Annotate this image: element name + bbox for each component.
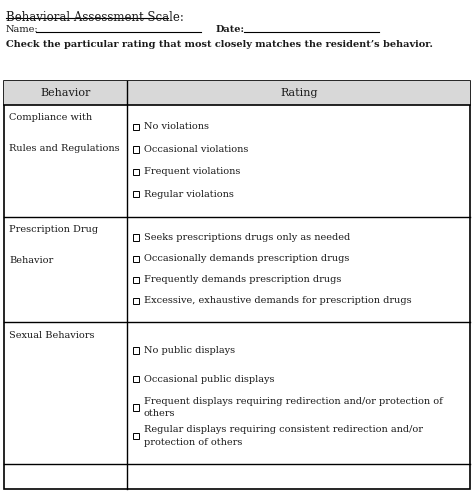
Bar: [133, 433, 139, 439]
Bar: [133, 235, 139, 241]
Text: Rating: Rating: [280, 88, 318, 98]
Text: Occasionally demands prescription drugs: Occasionally demands prescription drugs: [144, 254, 349, 263]
Text: Occasional violations: Occasional violations: [144, 145, 248, 154]
Bar: [4, 81, 470, 489]
Bar: [133, 405, 139, 410]
Text: Compliance with

Rules and Regulations: Compliance with Rules and Regulations: [9, 113, 120, 153]
Bar: [133, 348, 139, 354]
Text: Frequent displays requiring redirection and/or protection of
others: Frequent displays requiring redirection …: [144, 397, 442, 418]
Bar: [133, 256, 139, 262]
Bar: [133, 277, 139, 283]
Text: Behavior: Behavior: [40, 88, 91, 98]
Bar: [133, 146, 139, 153]
Bar: [133, 191, 139, 197]
Text: Occasional public displays: Occasional public displays: [144, 375, 274, 383]
Text: Behavioral Assessment Scale:: Behavioral Assessment Scale:: [6, 11, 183, 24]
Text: No public displays: No public displays: [144, 346, 235, 355]
Bar: [4, 81, 470, 105]
Text: Prescription Drug

Behavior: Prescription Drug Behavior: [9, 225, 99, 265]
Text: Seeks prescriptions drugs only as needed: Seeks prescriptions drugs only as needed: [144, 233, 350, 242]
Text: Check the particular rating that most closely matches the resident’s behavior.: Check the particular rating that most cl…: [6, 40, 433, 49]
Text: Frequently demands prescription drugs: Frequently demands prescription drugs: [144, 275, 341, 284]
Bar: [133, 298, 139, 304]
Text: No violations: No violations: [144, 122, 209, 132]
Text: Sexual Behaviors: Sexual Behaviors: [9, 331, 95, 340]
Text: Regular violations: Regular violations: [144, 190, 233, 199]
Text: Name:: Name:: [6, 25, 38, 34]
Text: Date:: Date:: [216, 25, 245, 34]
Bar: [133, 376, 139, 382]
Bar: [133, 168, 139, 175]
Bar: [133, 124, 139, 130]
Text: Regular displays requiring consistent redirection and/or
protection of others: Regular displays requiring consistent re…: [144, 425, 422, 447]
Text: Frequent violations: Frequent violations: [144, 167, 240, 176]
Text: Excessive, exhaustive demands for prescription drugs: Excessive, exhaustive demands for prescr…: [144, 297, 411, 305]
